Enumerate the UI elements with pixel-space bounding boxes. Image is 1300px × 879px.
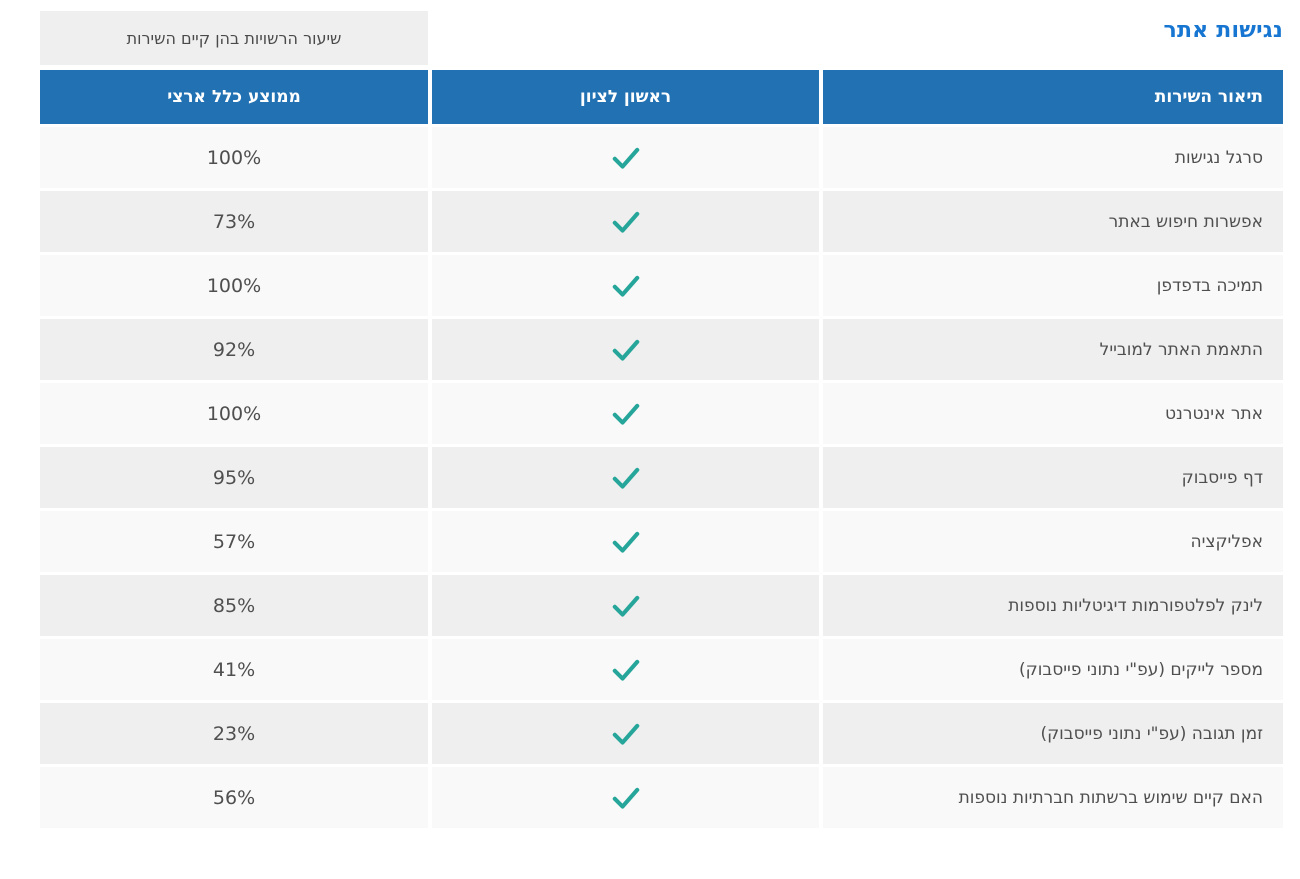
- check-icon: [612, 275, 639, 297]
- national-average-cell: 23%: [40, 703, 428, 764]
- page-title: נגישות אתר: [1163, 18, 1283, 43]
- check-icon: [612, 531, 639, 553]
- column-header-city: ראשון לציון: [432, 70, 819, 124]
- check-icon: [612, 723, 639, 745]
- check-icon: [612, 339, 639, 361]
- national-average-cell: 57%: [40, 511, 428, 572]
- national-average-cell: 100%: [40, 383, 428, 444]
- national-average-cell: 100%: [40, 255, 428, 316]
- city-has-service-cell: [432, 703, 819, 764]
- service-description-cell: מספר לייקים (עפ"י נתוני פייסבוק): [823, 639, 1283, 700]
- service-description-cell: סרגל נגישות: [823, 127, 1283, 188]
- check-icon: [612, 403, 639, 425]
- national-average-cell: 100%: [40, 127, 428, 188]
- service-description-cell: דף פייסבוק: [823, 447, 1283, 508]
- city-has-service-cell: [432, 639, 819, 700]
- check-icon: [612, 467, 639, 489]
- service-description-cell: האם קיים שימוש ברשתות חברתיות נוספות: [823, 767, 1283, 828]
- check-icon: [612, 659, 639, 681]
- check-icon: [612, 211, 639, 233]
- national-average-cell: 56%: [40, 767, 428, 828]
- check-icon: [612, 787, 639, 809]
- service-description-cell: התאמת האתר למובייל: [823, 319, 1283, 380]
- service-description-cell: זמן תגובה (עפ"י נתוני פייסבוק): [823, 703, 1283, 764]
- service-description-cell: אפליקציה: [823, 511, 1283, 572]
- national-average-cell: 92%: [40, 319, 428, 380]
- table-topbar: נגישות אתר שיעור הרשויות בהן קיים השירות: [40, 11, 1283, 65]
- column-header-national-average: ממוצע כלל ארצי: [40, 70, 428, 124]
- average-column-note: שיעור הרשויות בהן קיים השירות: [40, 11, 428, 65]
- city-has-service-cell: [432, 383, 819, 444]
- national-average-cell: 95%: [40, 447, 428, 508]
- service-description-cell: אפשרות חיפוש באתר: [823, 191, 1283, 252]
- service-description-cell: תמיכה בדפדפן: [823, 255, 1283, 316]
- national-average-cell: 41%: [40, 639, 428, 700]
- accessibility-table: תיאור השירות ראשון לציון ממוצע כלל ארצי …: [40, 70, 1283, 828]
- city-has-service-cell: [432, 191, 819, 252]
- city-has-service-cell: [432, 575, 819, 636]
- city-has-service-cell: [432, 511, 819, 572]
- column-header-service-description: תיאור השירות: [823, 70, 1283, 124]
- city-has-service-cell: [432, 447, 819, 508]
- city-has-service-cell: [432, 127, 819, 188]
- national-average-cell: 85%: [40, 575, 428, 636]
- accessibility-page: נגישות אתר שיעור הרשויות בהן קיים השירות…: [40, 0, 1283, 828]
- check-icon: [612, 595, 639, 617]
- service-description-cell: אתר אינטרנט: [823, 383, 1283, 444]
- service-description-cell: לינק לפלטפורמות דיגיטליות נוספות: [823, 575, 1283, 636]
- check-icon: [612, 147, 639, 169]
- city-has-service-cell: [432, 767, 819, 828]
- city-has-service-cell: [432, 319, 819, 380]
- city-has-service-cell: [432, 255, 819, 316]
- national-average-cell: 73%: [40, 191, 428, 252]
